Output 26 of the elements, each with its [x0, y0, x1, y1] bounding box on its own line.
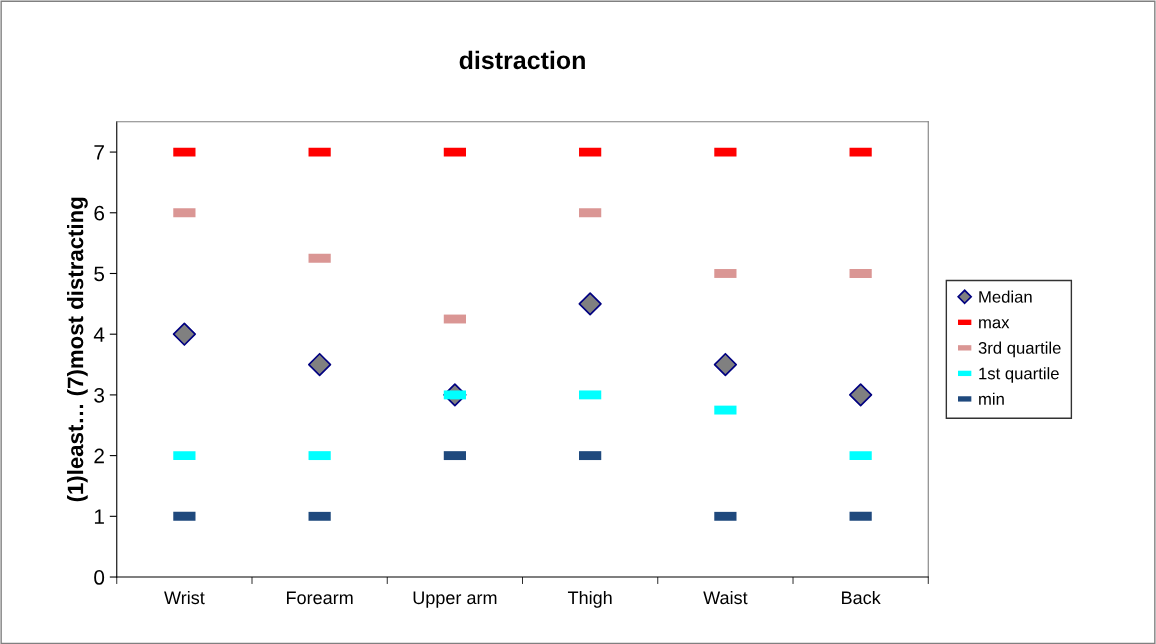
point: [849, 383, 873, 407]
y-axis-title: (1)least… (7)most distracting: [67, 197, 88, 502]
y-tick-label: 7: [94, 145, 104, 160]
legend-label: max: [979, 319, 1010, 329]
x-tick-label: Forearm: [287, 591, 353, 605]
chart-title: distraction: [459, 50, 585, 70]
legend-label: 3rd quartile: [978, 341, 1061, 358]
point: [172, 322, 197, 346]
x-tick-label: Thigh: [567, 590, 612, 608]
legend-label: min: [979, 392, 1004, 405]
y-tick-label: 1: [94, 509, 104, 524]
x-tick-label: Wrist: [164, 590, 205, 605]
x-tick-label: Upper arm: [413, 591, 497, 608]
y-tick-label: 6: [94, 205, 105, 221]
y-tick-label: 3: [94, 387, 105, 403]
legend-label: 1st quartile: [979, 367, 1059, 383]
point: [713, 352, 738, 377]
point: [307, 352, 332, 377]
legend-label: Median: [979, 290, 1032, 303]
y-tick-label: 4: [93, 327, 105, 342]
y-tick-label: 2: [94, 448, 104, 464]
y-tick-label: 5: [94, 266, 105, 282]
x-tick-label: Back: [842, 590, 881, 605]
x-tick-label: Waist: [703, 590, 748, 605]
point: [578, 292, 602, 316]
y-tick-label: 0: [94, 570, 105, 585]
